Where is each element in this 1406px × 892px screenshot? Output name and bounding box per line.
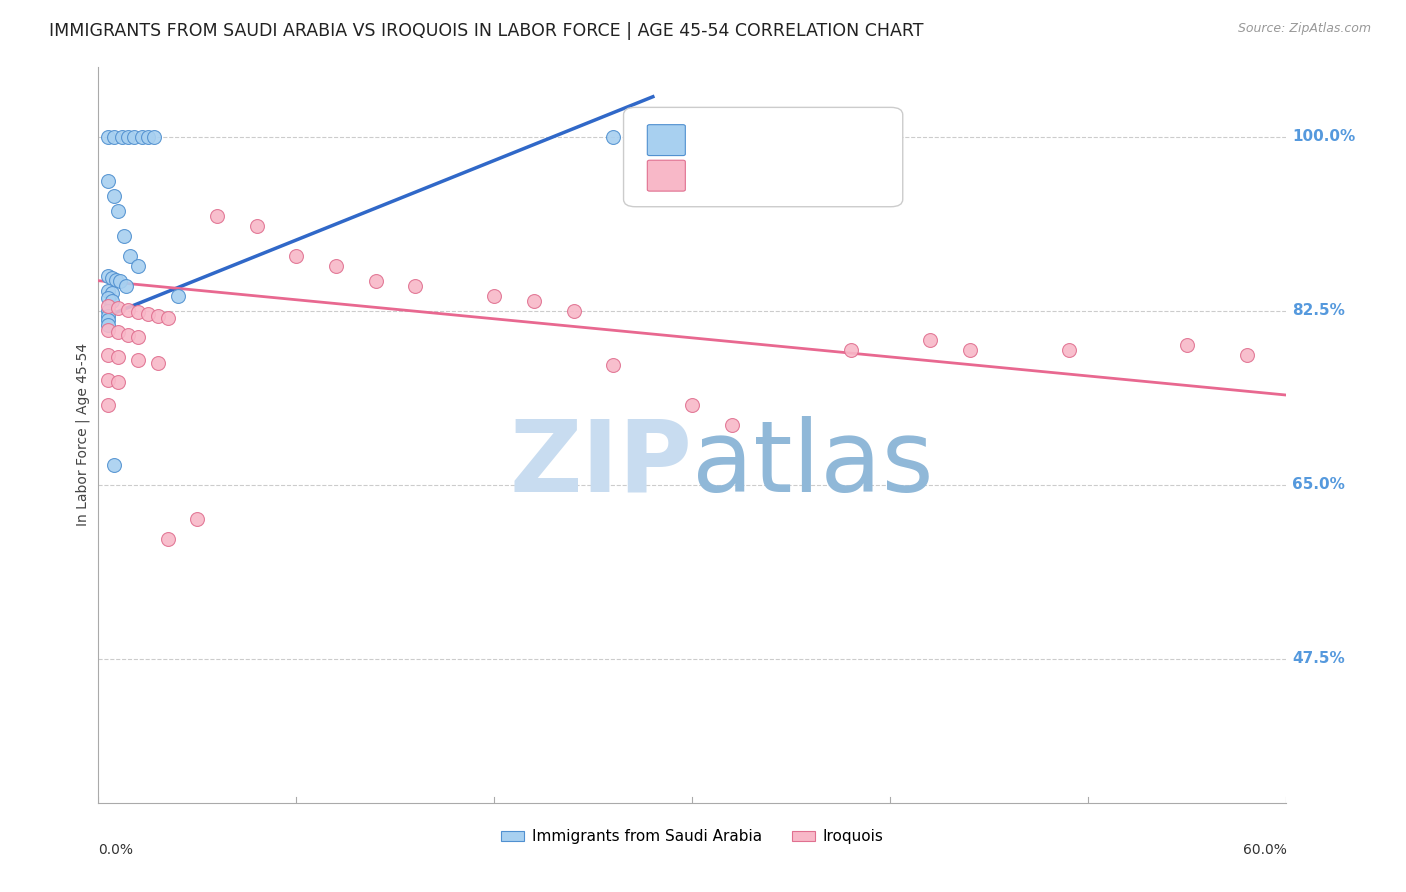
Point [97, 299, 120, 313]
Point [108, 274, 131, 288]
Point [97, 313, 120, 327]
Point [839, 129, 862, 144]
Point [1236, 348, 1258, 362]
Point [166, 288, 188, 302]
Point [97, 303, 120, 318]
Point [107, 351, 129, 365]
Point [115, 278, 138, 293]
Point [97, 398, 120, 412]
Point [959, 343, 981, 358]
Point [107, 301, 129, 315]
Point [1177, 338, 1199, 352]
Point [325, 259, 347, 273]
Point [839, 343, 862, 358]
Text: atlas: atlas [692, 416, 934, 513]
Point [146, 356, 169, 370]
Text: ZIP: ZIP [509, 416, 692, 513]
Point [97, 318, 120, 333]
Text: Source: ZipAtlas.com: Source: ZipAtlas.com [1237, 22, 1371, 36]
Point [103, 189, 125, 203]
Point [107, 204, 129, 219]
Text: 100.0%: 100.0% [1292, 129, 1355, 144]
Point [285, 249, 308, 263]
Point [146, 309, 169, 323]
Point [117, 129, 139, 144]
Point [721, 417, 744, 432]
Point [136, 306, 159, 320]
Point [105, 273, 128, 287]
Point [681, 398, 703, 412]
Point [136, 129, 159, 144]
Point [127, 304, 149, 318]
Text: 47.5%: 47.5% [1292, 651, 1346, 666]
Text: 82.5%: 82.5% [1292, 303, 1346, 318]
Point [186, 512, 208, 526]
Text: IMMIGRANTS FROM SAUDI ARABIA VS IROQUOIS IN LABOR FORCE | AGE 45-54 CORRELATION : IMMIGRANTS FROM SAUDI ARABIA VS IROQUOIS… [49, 22, 924, 40]
Point [920, 334, 942, 348]
Point [122, 129, 145, 144]
Point [205, 209, 228, 223]
Text: R = -0.152   N = 38: R = -0.152 N = 38 [695, 167, 872, 185]
Point [117, 302, 139, 317]
Point [131, 129, 153, 144]
Point [97, 323, 120, 337]
Point [117, 328, 139, 343]
Point [156, 310, 179, 325]
Point [364, 274, 387, 288]
Point [112, 229, 135, 244]
Y-axis label: In Labor Force | Age 45-54: In Labor Force | Age 45-54 [76, 343, 90, 526]
Point [97, 291, 120, 305]
Text: R = 0.643   N = 32: R = 0.643 N = 32 [695, 131, 865, 149]
Point [107, 326, 129, 340]
Point [97, 373, 120, 387]
Point [602, 358, 624, 372]
Point [101, 285, 124, 300]
Point [120, 249, 142, 263]
FancyBboxPatch shape [647, 125, 685, 155]
Point [127, 259, 149, 273]
Point [107, 375, 129, 389]
Point [1057, 343, 1080, 358]
Point [101, 270, 124, 285]
FancyBboxPatch shape [647, 161, 685, 191]
Point [523, 293, 546, 308]
Text: 65.0%: 65.0% [1292, 477, 1346, 492]
Point [97, 129, 120, 144]
Point [101, 293, 124, 308]
Point [142, 129, 165, 144]
Point [156, 533, 179, 547]
Point [103, 458, 125, 472]
Point [97, 284, 120, 298]
Legend: Immigrants from Saudi Arabia, Iroquois: Immigrants from Saudi Arabia, Iroquois [495, 823, 890, 850]
Point [127, 353, 149, 368]
Point [127, 330, 149, 344]
FancyBboxPatch shape [623, 107, 903, 207]
Point [484, 288, 506, 302]
Point [97, 174, 120, 188]
Point [97, 268, 120, 283]
Point [602, 129, 624, 144]
Text: 0.0%: 0.0% [98, 843, 134, 857]
Point [562, 303, 585, 318]
Point [111, 129, 134, 144]
Point [246, 219, 269, 233]
Point [97, 309, 120, 323]
Point [97, 348, 120, 362]
Point [404, 278, 426, 293]
Text: 60.0%: 60.0% [1243, 843, 1286, 857]
Point [103, 129, 125, 144]
